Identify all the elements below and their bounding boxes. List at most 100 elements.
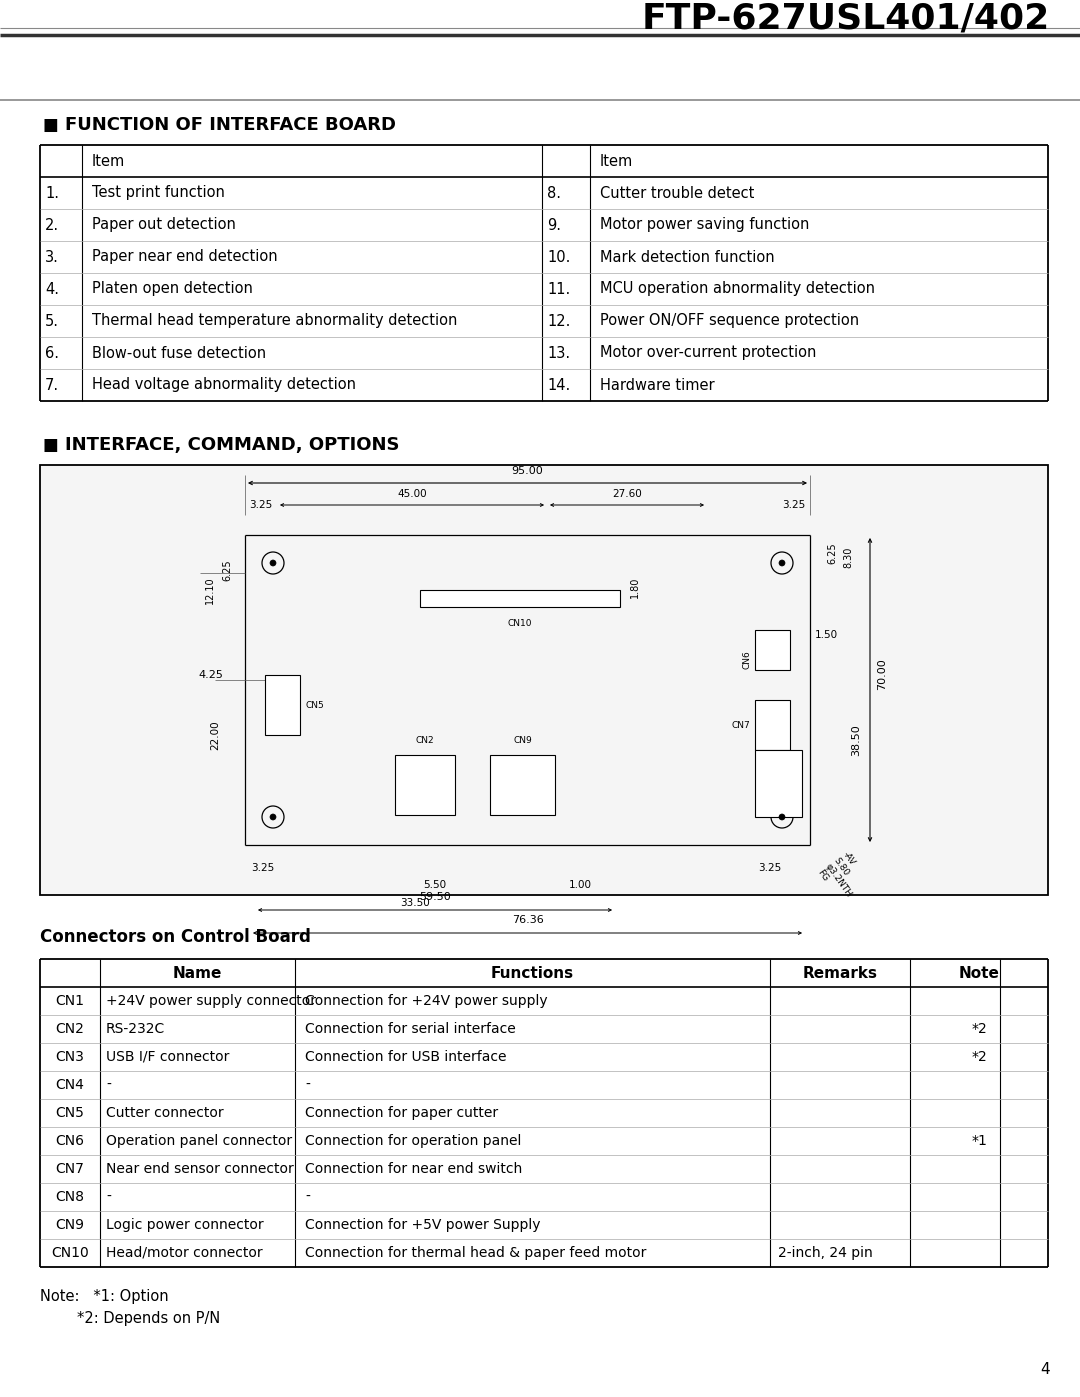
- Text: Connection for paper cutter: Connection for paper cutter: [305, 1106, 498, 1120]
- Text: RS-232C: RS-232C: [106, 1023, 165, 1037]
- Text: Motor over-current protection: Motor over-current protection: [600, 345, 816, 360]
- Text: Remarks: Remarks: [802, 965, 877, 981]
- Circle shape: [779, 560, 785, 566]
- Text: MCU operation abnormality detection: MCU operation abnormality detection: [600, 282, 875, 296]
- Bar: [490, 754, 555, 814]
- Text: Test print function: Test print function: [92, 186, 225, 201]
- Text: 70.00: 70.00: [877, 658, 887, 690]
- Text: Functions: Functions: [491, 965, 575, 981]
- Text: 4.25: 4.25: [198, 671, 222, 680]
- Circle shape: [270, 560, 276, 566]
- Text: 1.00: 1.00: [568, 880, 592, 890]
- Circle shape: [270, 814, 276, 820]
- Text: Connection for USB interface: Connection for USB interface: [305, 1051, 507, 1065]
- Text: *2: Depends on P/N: *2: Depends on P/N: [40, 1310, 220, 1326]
- Text: Connection for +5V power Supply: Connection for +5V power Supply: [305, 1218, 540, 1232]
- Text: CN5: CN5: [305, 700, 324, 710]
- Text: 1.50: 1.50: [815, 630, 838, 640]
- Text: -: -: [305, 1190, 310, 1204]
- Text: 6.: 6.: [45, 345, 59, 360]
- Text: Mark detection function: Mark detection function: [600, 250, 774, 264]
- Text: 5.: 5.: [45, 313, 59, 328]
- Text: 3.: 3.: [45, 250, 59, 264]
- Text: Logic power connector: Logic power connector: [106, 1218, 264, 1232]
- Bar: [395, 754, 455, 814]
- Bar: [265, 675, 300, 735]
- Text: 5.50: 5.50: [423, 880, 446, 890]
- Text: 12.10: 12.10: [205, 576, 215, 604]
- Text: 11.: 11.: [546, 282, 570, 296]
- Text: Operation panel connector: Operation panel connector: [106, 1134, 292, 1148]
- Text: CN6: CN6: [743, 650, 752, 669]
- Text: 3.25: 3.25: [782, 500, 806, 510]
- Text: FTP-627USL401/402: FTP-627USL401/402: [642, 1, 1050, 35]
- Text: CN9: CN9: [513, 736, 531, 745]
- Text: 7.: 7.: [45, 377, 59, 393]
- Text: 3.25: 3.25: [758, 863, 782, 873]
- Text: *1: *1: [971, 1134, 987, 1148]
- Text: 4: 4: [1040, 1362, 1050, 1377]
- Text: +24V power supply connector: +24V power supply connector: [106, 995, 316, 1009]
- Text: Connection for serial interface: Connection for serial interface: [305, 1023, 516, 1037]
- Text: Motor power saving function: Motor power saving function: [600, 218, 809, 232]
- Text: Hardware timer: Hardware timer: [600, 377, 715, 393]
- Text: FUNCTION OF INTERFACE BOARD: FUNCTION OF INTERFACE BOARD: [65, 116, 396, 134]
- Text: Head voltage abnormality detection: Head voltage abnormality detection: [92, 377, 356, 393]
- Text: Item: Item: [600, 154, 633, 169]
- Text: 59.50: 59.50: [419, 893, 450, 902]
- Text: Connection for +24V power supply: Connection for +24V power supply: [305, 995, 548, 1009]
- Text: CN9: CN9: [55, 1218, 84, 1232]
- Text: Connectors on Control Board: Connectors on Control Board: [40, 928, 311, 946]
- Text: CN2: CN2: [416, 736, 434, 745]
- Text: 22.00: 22.00: [210, 721, 220, 750]
- Text: 14.: 14.: [546, 377, 570, 393]
- Text: Name: Name: [173, 965, 222, 981]
- Text: *2: *2: [971, 1023, 987, 1037]
- Text: 1.: 1.: [45, 186, 59, 201]
- Bar: [40, 465, 1048, 895]
- Text: 1.80: 1.80: [630, 577, 640, 598]
- Text: 10.: 10.: [546, 250, 570, 264]
- Text: Note: Note: [959, 965, 999, 981]
- Text: Power ON/OFF sequence protection: Power ON/OFF sequence protection: [600, 313, 859, 328]
- Text: 6.25: 6.25: [222, 559, 232, 581]
- Bar: [755, 630, 789, 671]
- Text: 12.: 12.: [546, 313, 570, 328]
- Text: CN7: CN7: [55, 1162, 84, 1176]
- Text: Cutter trouble detect: Cutter trouble detect: [600, 186, 754, 201]
- Text: ■: ■: [42, 436, 57, 454]
- Text: 2-inch, 24 pin: 2-inch, 24 pin: [778, 1246, 873, 1260]
- Text: CN8: CN8: [55, 1190, 84, 1204]
- Text: 9.: 9.: [546, 218, 561, 232]
- Text: 4.: 4.: [45, 282, 59, 296]
- Text: 27.60: 27.60: [612, 489, 642, 499]
- Text: 2.: 2.: [45, 218, 59, 232]
- Text: Connection for near end switch: Connection for near end switch: [305, 1162, 523, 1176]
- Text: Note:   *1: Option: Note: *1: Option: [40, 1289, 168, 1303]
- Text: 38.50: 38.50: [851, 724, 861, 756]
- Text: 45.00: 45.00: [397, 489, 427, 499]
- Text: CN4: CN4: [55, 1078, 84, 1092]
- Text: CN10: CN10: [508, 619, 532, 629]
- Text: -AV
S.80
φ3.2NTH
FG: -AV S.80 φ3.2NTH FG: [815, 849, 870, 905]
- Text: -: -: [305, 1078, 310, 1092]
- Text: -: -: [106, 1190, 111, 1204]
- Text: 13.: 13.: [546, 345, 570, 360]
- Text: 95.00: 95.00: [512, 467, 543, 476]
- Bar: [420, 590, 620, 608]
- Text: 3.25: 3.25: [249, 500, 272, 510]
- Text: CN7: CN7: [731, 721, 750, 729]
- Text: 8.: 8.: [546, 186, 561, 201]
- Circle shape: [779, 814, 785, 820]
- Text: -: -: [106, 1078, 111, 1092]
- Text: 3.25: 3.25: [252, 863, 274, 873]
- Text: 76.36: 76.36: [512, 915, 543, 925]
- Bar: [755, 700, 789, 750]
- Text: CN3: CN3: [55, 1051, 84, 1065]
- Text: CN2: CN2: [55, 1023, 84, 1037]
- Text: CN10: CN10: [51, 1246, 89, 1260]
- Text: Paper near end detection: Paper near end detection: [92, 250, 278, 264]
- Text: Cutter connector: Cutter connector: [106, 1106, 224, 1120]
- Text: Platen open detection: Platen open detection: [92, 282, 253, 296]
- Text: Head/motor connector: Head/motor connector: [106, 1246, 262, 1260]
